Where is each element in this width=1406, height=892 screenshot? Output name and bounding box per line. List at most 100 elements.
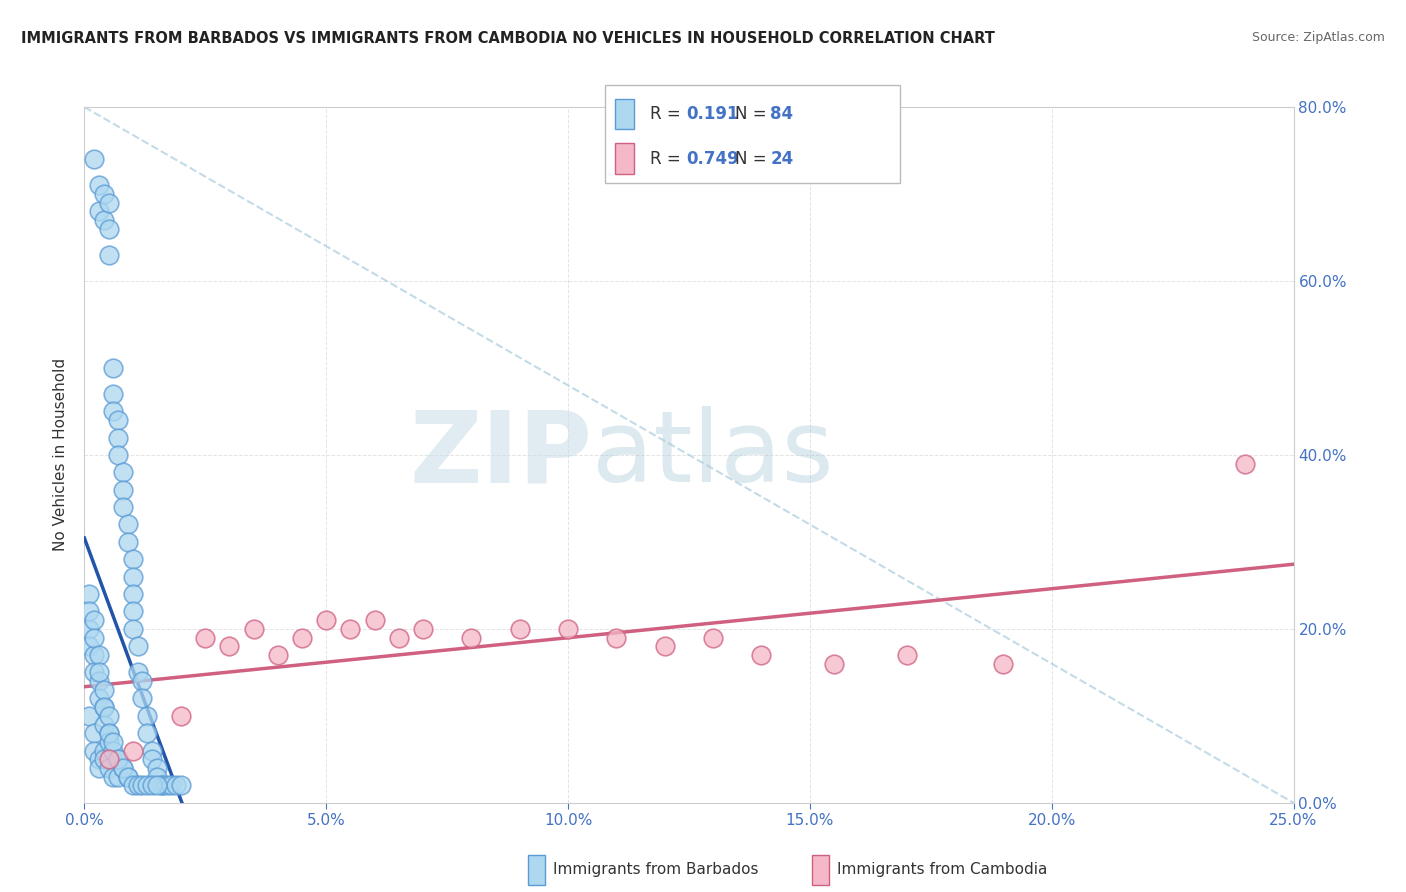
Point <box>388 631 411 645</box>
Point <box>87 204 110 219</box>
Point <box>155 778 177 793</box>
Point <box>107 413 129 427</box>
Point <box>160 778 183 793</box>
Point <box>87 752 110 766</box>
Y-axis label: No Vehicles in Household: No Vehicles in Household <box>53 359 69 551</box>
Text: R =: R = <box>650 105 686 123</box>
Point <box>87 761 110 775</box>
Point <box>267 648 290 662</box>
Point <box>150 778 173 793</box>
Text: atlas: atlas <box>592 407 834 503</box>
Point <box>315 613 337 627</box>
Text: 84: 84 <box>770 105 793 123</box>
Point <box>87 665 110 680</box>
Point <box>460 631 482 645</box>
Point <box>117 770 139 784</box>
Point <box>218 639 240 653</box>
Point <box>107 752 129 766</box>
Text: N =: N = <box>735 150 772 168</box>
Point <box>87 691 110 706</box>
Point <box>112 466 135 480</box>
Point <box>194 631 217 645</box>
Text: IMMIGRANTS FROM BARBADOS VS IMMIGRANTS FROM CAMBODIA NO VEHICLES IN HOUSEHOLD CO: IMMIGRANTS FROM BARBADOS VS IMMIGRANTS F… <box>21 31 995 46</box>
Point <box>112 761 135 775</box>
Point <box>751 648 773 662</box>
Text: R =: R = <box>650 150 686 168</box>
Point <box>117 517 139 532</box>
Point <box>87 674 110 689</box>
Point <box>339 622 361 636</box>
Point <box>823 657 845 671</box>
Point <box>83 726 105 740</box>
Point <box>93 213 115 227</box>
Point <box>77 622 100 636</box>
Point <box>83 665 105 680</box>
Point <box>131 778 153 793</box>
Point <box>146 770 169 784</box>
Point <box>97 708 120 723</box>
Point <box>97 726 120 740</box>
Point <box>654 639 676 653</box>
Point <box>112 483 135 497</box>
Point <box>146 778 169 793</box>
Point <box>103 744 125 758</box>
Point <box>107 752 129 766</box>
Point <box>103 770 125 784</box>
Point <box>363 613 385 627</box>
Point <box>136 726 159 740</box>
Point <box>97 248 120 262</box>
Point <box>107 430 129 444</box>
Point <box>150 778 173 793</box>
Point <box>83 744 105 758</box>
Point <box>136 778 159 793</box>
Point <box>165 778 187 793</box>
Point <box>170 708 193 723</box>
Point <box>97 221 120 235</box>
Point <box>93 700 115 714</box>
Point <box>557 622 579 636</box>
Text: ZIP: ZIP <box>409 407 592 503</box>
Point <box>141 778 163 793</box>
Point <box>131 691 153 706</box>
Point <box>103 735 125 749</box>
Point <box>83 152 105 166</box>
Point <box>77 639 100 653</box>
Point <box>83 631 105 645</box>
Text: 0.191: 0.191 <box>686 105 738 123</box>
Point <box>97 752 120 766</box>
Point <box>605 631 627 645</box>
Text: Immigrants from Cambodia: Immigrants from Cambodia <box>837 863 1047 877</box>
Point <box>103 404 125 418</box>
Point <box>121 570 143 584</box>
Point <box>136 708 159 723</box>
Point <box>993 657 1015 671</box>
Point <box>896 648 918 662</box>
Point <box>97 726 120 740</box>
Point <box>93 682 115 697</box>
Point <box>77 708 100 723</box>
Point <box>141 744 163 758</box>
Point <box>146 761 169 775</box>
Point <box>103 387 125 401</box>
Point <box>107 448 129 462</box>
Point <box>97 735 120 749</box>
Point <box>93 717 115 731</box>
Point <box>509 622 531 636</box>
Text: Source: ZipAtlas.com: Source: ZipAtlas.com <box>1251 31 1385 45</box>
Text: N =: N = <box>735 105 772 123</box>
Point <box>93 752 115 766</box>
Point <box>121 587 143 601</box>
Point <box>77 605 100 619</box>
Point <box>97 761 120 775</box>
Point <box>112 500 135 514</box>
Point <box>93 187 115 202</box>
Point <box>121 744 143 758</box>
Point <box>87 178 110 193</box>
Point <box>170 778 193 793</box>
Point <box>83 648 105 662</box>
Point <box>291 631 314 645</box>
Point <box>412 622 434 636</box>
Point <box>77 587 100 601</box>
Point <box>103 360 125 375</box>
Text: Immigrants from Barbados: Immigrants from Barbados <box>553 863 758 877</box>
